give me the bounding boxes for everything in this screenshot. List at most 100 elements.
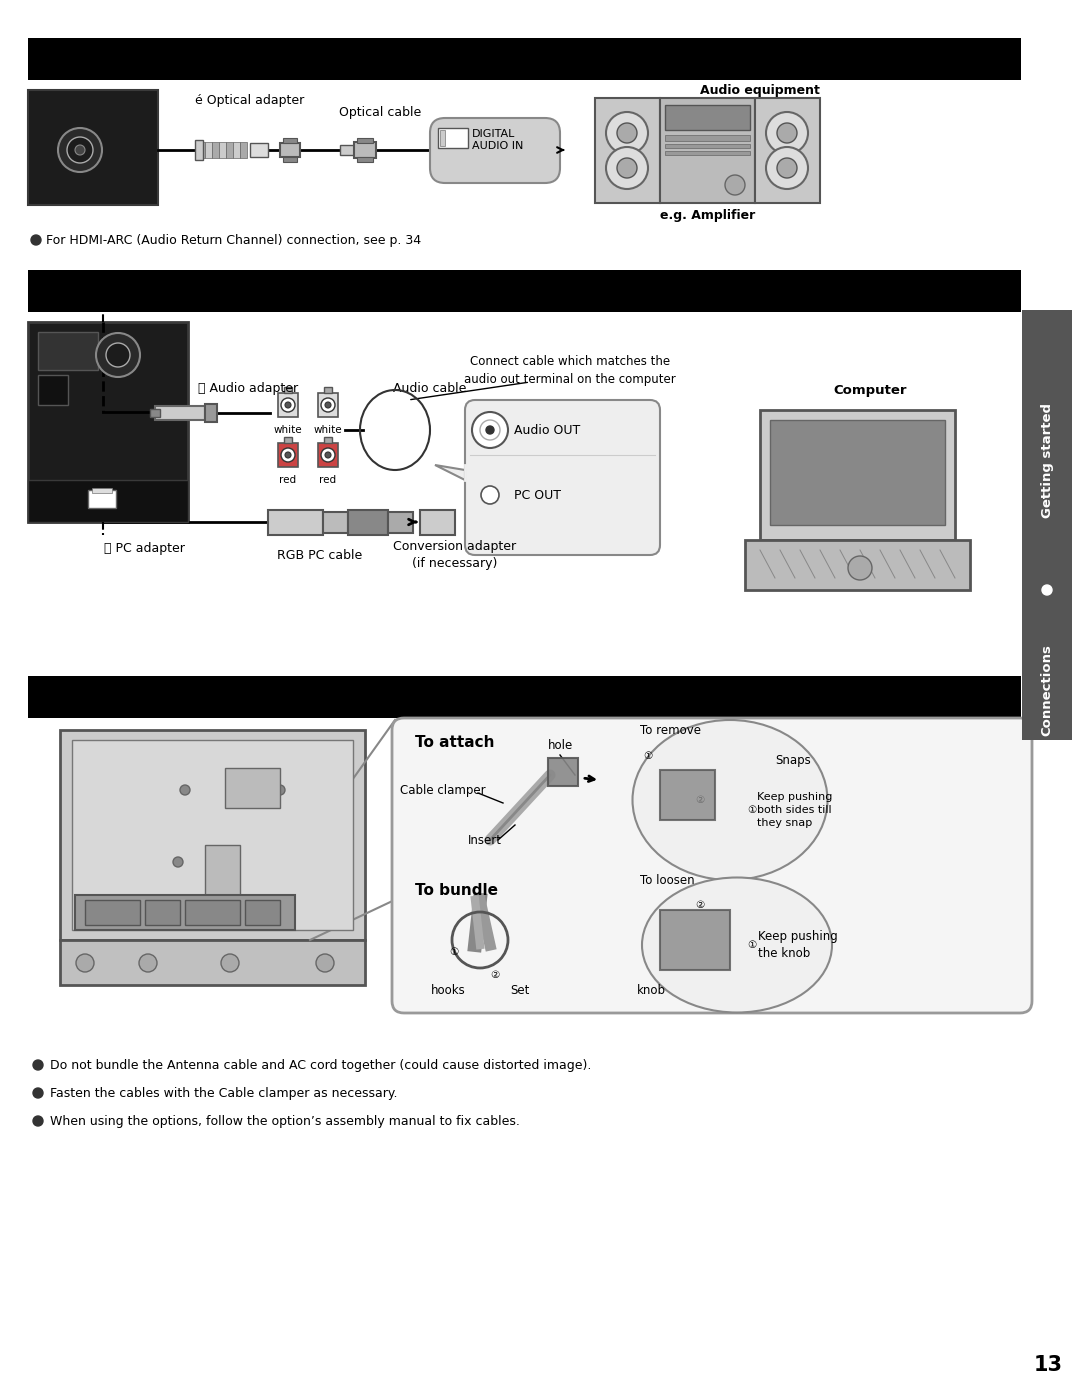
Text: hole: hole <box>548 738 573 751</box>
Bar <box>660 770 715 820</box>
Text: To attach: To attach <box>415 734 495 750</box>
Bar <box>87 490 116 508</box>
Circle shape <box>33 1116 43 1126</box>
Bar <box>283 137 297 143</box>
FancyBboxPatch shape <box>430 118 561 183</box>
Bar <box>440 130 445 146</box>
Circle shape <box>75 144 85 155</box>
Bar <box>212 142 219 158</box>
Circle shape <box>285 403 291 408</box>
Circle shape <box>617 124 637 143</box>
Text: ②: ② <box>696 899 704 911</box>
Circle shape <box>325 403 330 408</box>
Circle shape <box>281 398 295 412</box>
Circle shape <box>606 112 648 154</box>
Bar <box>150 409 160 416</box>
Circle shape <box>67 137 93 162</box>
Bar <box>283 157 297 162</box>
Text: ①: ① <box>747 940 757 949</box>
Bar <box>75 895 295 930</box>
Circle shape <box>766 112 808 154</box>
Text: Conversion adapter
(if necessary): Conversion adapter (if necessary) <box>393 540 516 570</box>
Circle shape <box>486 426 494 434</box>
Circle shape <box>173 856 183 868</box>
Bar <box>438 128 468 149</box>
Bar <box>28 90 158 205</box>
Bar <box>357 137 373 143</box>
Bar <box>665 105 750 130</box>
Bar <box>323 512 348 533</box>
Bar <box>280 143 300 157</box>
FancyBboxPatch shape <box>465 400 660 555</box>
Bar <box>324 387 332 393</box>
Text: red: red <box>320 475 337 484</box>
Bar <box>226 142 233 158</box>
Bar <box>595 99 660 203</box>
Text: e.g. Amplifier: e.g. Amplifier <box>660 208 756 222</box>
Circle shape <box>325 452 330 458</box>
Bar <box>156 407 205 421</box>
Text: Computer: Computer <box>834 383 907 397</box>
Bar <box>770 421 945 525</box>
Circle shape <box>321 448 335 462</box>
Text: knob: knob <box>636 984 665 997</box>
Text: ⓕ PC adapter: ⓕ PC adapter <box>104 541 185 554</box>
Text: ①: ① <box>644 751 652 761</box>
Text: Connect cable which matches the
audio out terminal on the computer: Connect cable which matches the audio ou… <box>464 354 676 386</box>
Bar <box>145 899 180 924</box>
Ellipse shape <box>642 877 832 1012</box>
Bar <box>284 387 292 393</box>
Bar <box>278 443 298 466</box>
Bar <box>225 768 280 808</box>
Bar <box>60 730 365 940</box>
Bar <box>219 142 226 158</box>
Text: Keep pushing
both sides till
they snap: Keep pushing both sides till they snap <box>757 791 833 829</box>
Bar <box>28 676 1021 718</box>
Bar <box>38 332 98 371</box>
Text: To loosen: To loosen <box>640 873 694 887</box>
Bar <box>278 393 298 416</box>
Text: Keep pushing
the knob: Keep pushing the knob <box>758 930 838 960</box>
Text: DIGITAL: DIGITAL <box>472 129 515 139</box>
Polygon shape <box>435 465 465 480</box>
Bar <box>745 540 970 590</box>
Bar <box>233 142 240 158</box>
Bar <box>388 512 413 533</box>
Circle shape <box>96 333 140 378</box>
Bar <box>38 375 68 405</box>
Circle shape <box>33 1060 43 1070</box>
Circle shape <box>221 954 239 972</box>
Bar <box>92 489 112 493</box>
Text: 13: 13 <box>1034 1355 1063 1376</box>
Bar <box>660 911 730 970</box>
Circle shape <box>76 954 94 972</box>
Text: ①: ① <box>746 805 756 815</box>
Bar <box>205 845 240 895</box>
Text: red: red <box>280 475 297 484</box>
Bar <box>284 437 292 443</box>
Text: Getting started: Getting started <box>1040 403 1053 518</box>
Text: To remove: To remove <box>640 723 701 737</box>
Text: Optical cable: Optical cable <box>339 105 421 118</box>
Text: Cable clamper: Cable clamper <box>400 783 486 797</box>
Bar <box>28 322 188 522</box>
Circle shape <box>472 412 508 448</box>
Text: RGB PC cable: RGB PC cable <box>278 548 363 562</box>
Bar <box>348 509 388 534</box>
Circle shape <box>33 1088 43 1098</box>
Bar <box>354 142 376 158</box>
Circle shape <box>316 954 334 972</box>
Circle shape <box>180 786 190 795</box>
Circle shape <box>139 954 157 972</box>
Circle shape <box>31 235 41 246</box>
Circle shape <box>725 175 745 194</box>
Bar <box>660 99 755 203</box>
Circle shape <box>275 786 285 795</box>
Ellipse shape <box>633 720 827 880</box>
Text: AUDIO IN: AUDIO IN <box>472 142 524 151</box>
Bar <box>665 151 750 155</box>
Circle shape <box>281 448 295 462</box>
Text: ②: ② <box>696 795 704 805</box>
Text: Snaps: Snaps <box>775 754 811 766</box>
Bar <box>28 271 1021 312</box>
